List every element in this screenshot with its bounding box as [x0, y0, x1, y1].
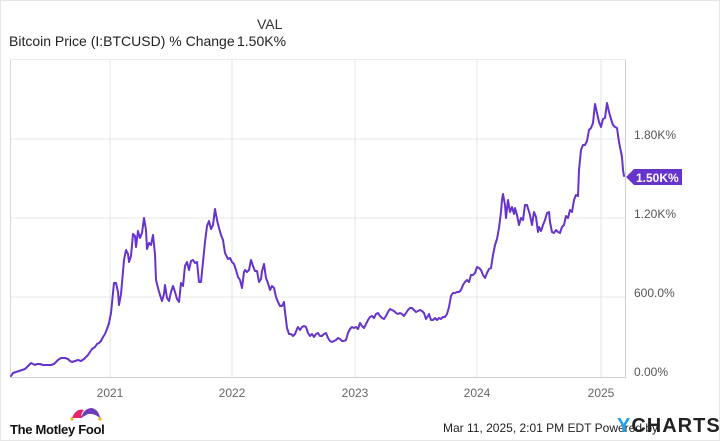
timestamp: Mar 11, 2025, 2:01 PM EDT — [443, 421, 592, 435]
ycharts-logo: YCHARTS — [617, 415, 720, 438]
y-tick-label: 0.00% — [634, 365, 668, 379]
current-value-badge: 1.50K% — [626, 169, 682, 185]
x-tick-label: 2025 — [588, 386, 615, 400]
powered-by-label: Powered by — [594, 421, 659, 435]
x-tick-label: 2024 — [464, 386, 491, 400]
legend-series-value: 1.50K% — [237, 33, 287, 49]
motley-fool-wordmark: The Motley Fool — [10, 422, 105, 437]
jester-hat-icon — [70, 408, 102, 421]
x-tick-label: 2022 — [219, 386, 246, 400]
legend-column-header: VAL — [257, 16, 283, 32]
y-tick-label: 600.0% — [634, 286, 675, 300]
x-tick-label: 2021 — [97, 386, 124, 400]
y-tick-label: 1.80K% — [634, 128, 676, 142]
x-tick-label: 2023 — [342, 386, 369, 400]
vertical-gridlines — [109, 59, 602, 377]
y-tick-label: 1.20K% — [634, 207, 676, 221]
timestamp-powered-by: Mar 11, 2025, 2:01 PM EDT Powered by — [443, 421, 658, 435]
legend-series-name: Bitcoin Price (I:BTCUSD) % Change — [9, 33, 235, 49]
ycharts-logo-y: Y — [617, 415, 632, 437]
bitcoin-percent-change-line — [10, 102, 625, 377]
svg-text:1.50K%: 1.50K% — [636, 171, 679, 185]
ycharts-logo-text: CHARTS — [631, 415, 720, 437]
